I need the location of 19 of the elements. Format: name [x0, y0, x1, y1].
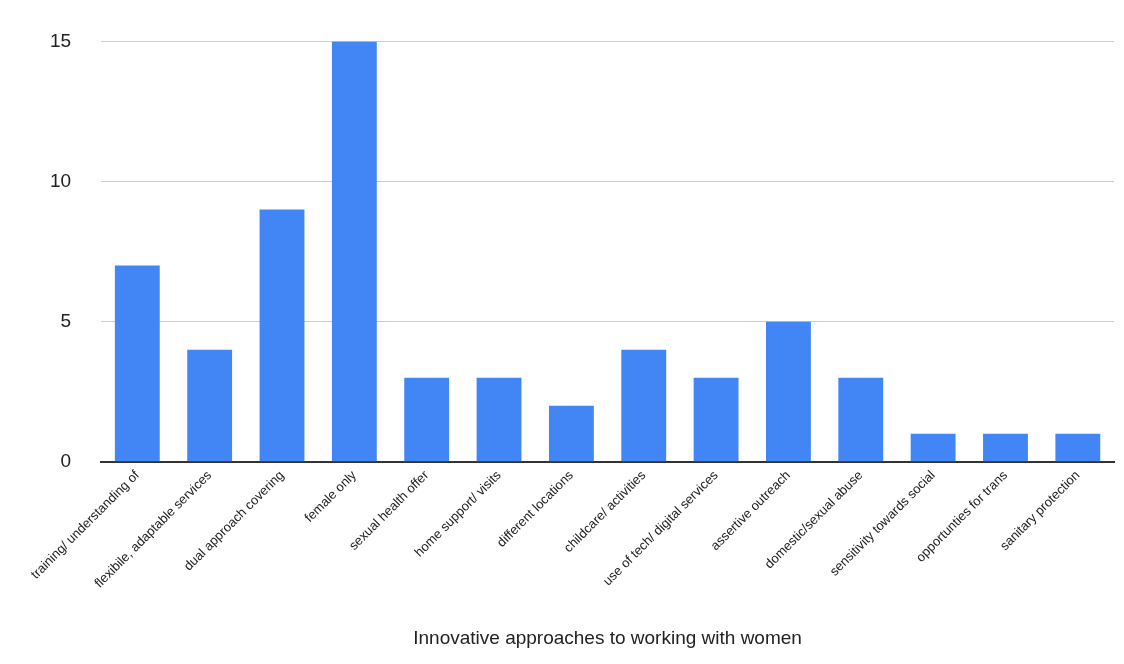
y-tick-label: 0 — [60, 449, 72, 471]
bar — [1055, 433, 1101, 462]
bar — [259, 209, 305, 462]
bar — [766, 321, 811, 462]
bar — [621, 349, 667, 462]
y-tick-label: 15 — [49, 29, 72, 51]
bar — [404, 377, 450, 462]
bar — [983, 433, 1028, 462]
bar — [114, 265, 160, 462]
y-tick-label: 10 — [49, 169, 72, 191]
bar — [187, 349, 233, 462]
bar — [331, 41, 377, 462]
bar — [693, 377, 739, 462]
bar — [910, 433, 956, 462]
y-tick-label: 5 — [60, 309, 72, 331]
x-axis-title: Innovative approaches to working with women — [413, 626, 802, 648]
bar — [476, 377, 522, 462]
bar — [548, 405, 594, 462]
bar — [838, 377, 884, 462]
